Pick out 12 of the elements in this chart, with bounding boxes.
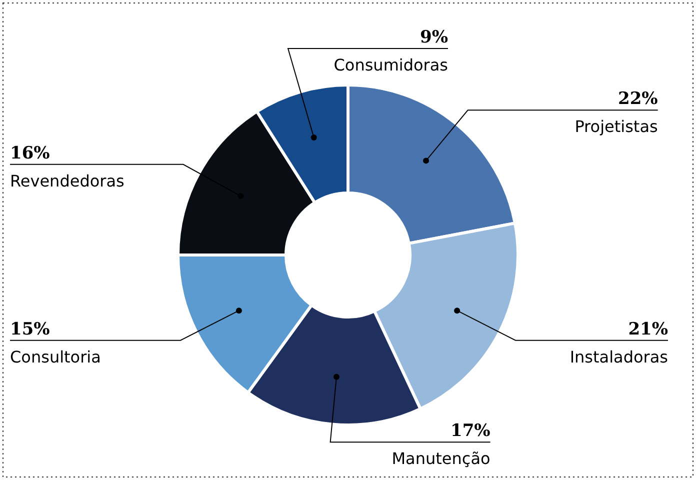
data-label: 21% bbox=[628, 319, 668, 340]
slice-label: Instaladoras bbox=[570, 347, 668, 366]
data-label: 16% bbox=[10, 143, 50, 164]
slice-label: Consultoria bbox=[10, 347, 101, 366]
data-label: 9% bbox=[420, 28, 448, 48]
slice-label: Manutenção bbox=[392, 449, 490, 468]
data-label: 22% bbox=[618, 89, 658, 110]
slice-label: Consumidoras bbox=[334, 56, 448, 75]
slice-label: Revendedoras bbox=[10, 171, 124, 190]
data-label: 17% bbox=[450, 421, 490, 442]
slice-label: Projetistas bbox=[574, 117, 658, 136]
data-label: 15% bbox=[10, 319, 50, 340]
